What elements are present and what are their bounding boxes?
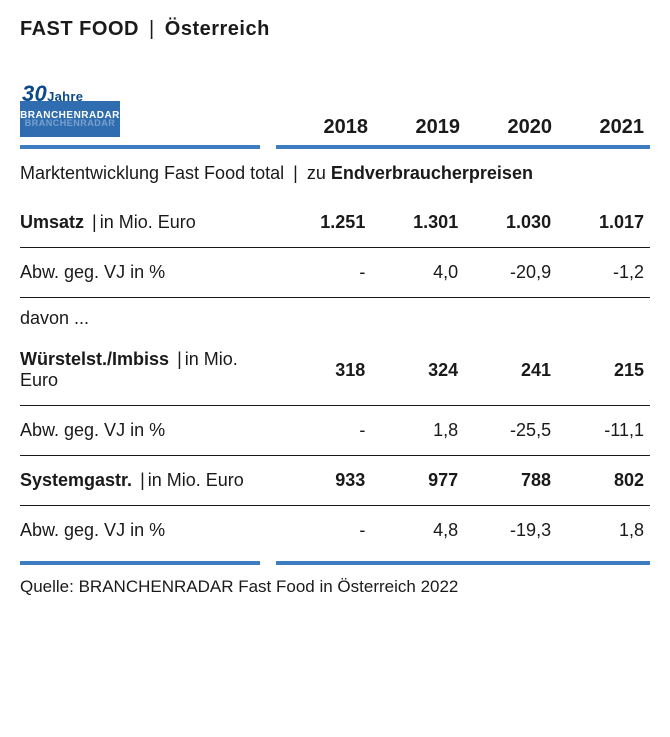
bottom-rule-right bbox=[276, 561, 650, 565]
system-abw-label: Abw. geg. VJ in % bbox=[20, 506, 278, 556]
row-system: Systemgastr. |in Mio. Euro 933 977 788 8… bbox=[20, 456, 650, 506]
year-headers: 2018 2019 2020 2021 bbox=[124, 116, 650, 139]
year-2021: 2021 bbox=[558, 116, 650, 139]
system-2018: 933 bbox=[278, 456, 371, 506]
section-sep: | bbox=[293, 163, 298, 183]
data-table: Umsatz |in Mio. Euro 1.251 1.301 1.030 1… bbox=[20, 198, 650, 555]
wurst-label: Würstelst./Imbiss |in Mio. Euro bbox=[20, 335, 278, 406]
year-2020: 2020 bbox=[466, 116, 558, 139]
section-title: Marktentwicklung Fast Food total | zu En… bbox=[20, 163, 650, 184]
title-separator: | bbox=[149, 18, 155, 40]
system-abw-2021: 1,8 bbox=[557, 506, 650, 556]
system-label: Systemgastr. |in Mio. Euro bbox=[20, 456, 278, 506]
wurst-abw-label: Abw. geg. VJ in % bbox=[20, 406, 278, 456]
umsatz-2019: 1.301 bbox=[371, 198, 464, 248]
wurst-abw-2020: -25,5 bbox=[464, 406, 557, 456]
umsatz-2018: 1.251 bbox=[278, 198, 371, 248]
umsatz-abw-2021: -1,2 bbox=[557, 248, 650, 298]
umsatz-abw-2020: -20,9 bbox=[464, 248, 557, 298]
section-mid: zu bbox=[307, 163, 326, 183]
umsatz-2020: 1.030 bbox=[464, 198, 557, 248]
row-wurst: Würstelst./Imbiss |in Mio. Euro 318 324 … bbox=[20, 335, 650, 406]
system-main: Systemgastr. bbox=[20, 470, 132, 490]
row-umsatz: Umsatz |in Mio. Euro 1.251 1.301 1.030 1… bbox=[20, 198, 650, 248]
system-abw-2019: 4,8 bbox=[371, 506, 464, 556]
umsatz-sep: | bbox=[92, 212, 97, 232]
system-abw-2020: -19,3 bbox=[464, 506, 557, 556]
wurst-2018: 318 bbox=[278, 335, 371, 406]
system-2019: 977 bbox=[371, 456, 464, 506]
system-unit: in Mio. Euro bbox=[148, 470, 244, 490]
bottom-rule-left bbox=[20, 561, 260, 565]
umsatz-unit: in Mio. Euro bbox=[100, 212, 196, 232]
year-2018: 2018 bbox=[282, 116, 374, 139]
davon-label: davon ... bbox=[20, 298, 650, 336]
wurst-abw-2018: - bbox=[278, 406, 371, 456]
row-umsatz-abw: Abw. geg. VJ in % - 4,0 -20,9 -1,2 bbox=[20, 248, 650, 298]
row-davon: davon ... bbox=[20, 298, 650, 336]
wurst-abw-2021: -11,1 bbox=[557, 406, 650, 456]
wurst-abw-2019: 1,8 bbox=[371, 406, 464, 456]
source-line: Quelle: BRANCHENRADAR Fast Food in Öster… bbox=[20, 577, 650, 597]
wurst-2020: 241 bbox=[464, 335, 557, 406]
section-strong: Endverbraucherpreisen bbox=[331, 163, 533, 183]
top-rule bbox=[20, 145, 650, 149]
year-2019: 2019 bbox=[374, 116, 466, 139]
row-system-abw: Abw. geg. VJ in % - 4,8 -19,3 1,8 bbox=[20, 506, 650, 556]
title-right: Österreich bbox=[165, 18, 270, 40]
system-2021: 802 bbox=[557, 456, 650, 506]
title-left: FAST FOOD bbox=[20, 18, 139, 40]
umsatz-label: Umsatz |in Mio. Euro bbox=[20, 198, 278, 248]
section-prefix: Marktentwicklung Fast Food total bbox=[20, 163, 284, 183]
top-rule-right bbox=[276, 145, 650, 149]
logo-brand2: BRANCHENRADAR bbox=[20, 119, 120, 128]
wurst-2021: 215 bbox=[557, 335, 650, 406]
umsatz-2021: 1.017 bbox=[557, 198, 650, 248]
umsatz-abw-2018: - bbox=[278, 248, 371, 298]
row-wurst-abw: Abw. geg. VJ in % - 1,8 -25,5 -11,1 bbox=[20, 406, 650, 456]
umsatz-abw-label: Abw. geg. VJ in % bbox=[20, 248, 278, 298]
umsatz-abw-2019: 4,0 bbox=[371, 248, 464, 298]
system-abw-2018: - bbox=[278, 506, 371, 556]
system-sep: | bbox=[140, 470, 145, 490]
page-title: FAST FOOD | Österreich bbox=[20, 18, 650, 41]
header-row: 30Jahre BRANCHENRADAR BRANCHENRADAR 2018… bbox=[20, 79, 650, 139]
wurst-main: Würstelst./Imbiss bbox=[20, 349, 169, 369]
logo-text: BRANCHENRADAR BRANCHENRADAR bbox=[20, 111, 120, 128]
umsatz-main: Umsatz bbox=[20, 212, 84, 232]
top-rule-left bbox=[20, 145, 260, 149]
system-2020: 788 bbox=[464, 456, 557, 506]
logo-box: BRANCHENRADAR BRANCHENRADAR bbox=[20, 101, 120, 137]
wurst-2019: 324 bbox=[371, 335, 464, 406]
bottom-rule bbox=[20, 561, 650, 565]
wurst-sep: | bbox=[177, 349, 182, 369]
brand-logo: 30Jahre BRANCHENRADAR BRANCHENRADAR bbox=[20, 79, 124, 139]
